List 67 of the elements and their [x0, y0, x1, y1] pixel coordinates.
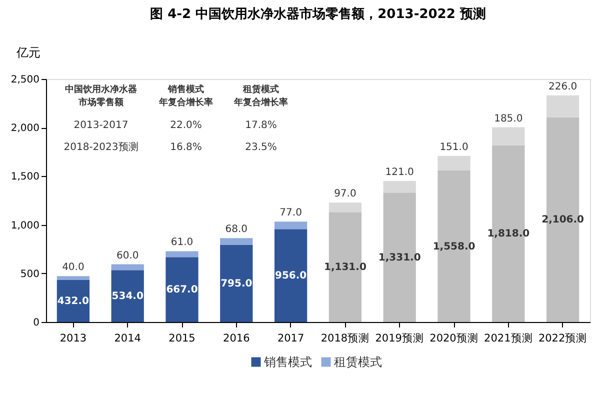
bar: [220, 238, 253, 245]
data-label: 432.0: [57, 296, 90, 308]
y-tick-label: 2,500: [10, 74, 40, 86]
annotation: 23.5%: [245, 142, 277, 153]
annotation: 租赁模式: [242, 84, 279, 95]
data-label: 2,106.0: [542, 214, 584, 226]
legend-label: 销售模式: [263, 355, 312, 369]
annotation: 16.8%: [170, 142, 202, 153]
x-tick-label: 2014: [114, 332, 142, 344]
data-label: 121.0: [385, 166, 414, 178]
data-label: 60.0: [116, 250, 139, 262]
data-label: 151.0: [440, 142, 468, 153]
bar: [274, 229, 308, 322]
data-label: 795.0: [220, 278, 252, 290]
bar: [546, 95, 580, 118]
data-label: 534.0: [112, 291, 144, 302]
data-label: 68.0: [225, 224, 248, 236]
y-tick-label: 1,000: [10, 220, 40, 232]
data-label: 61.0: [170, 237, 194, 248]
bar: [56, 276, 90, 280]
annotation: 年复合增长率: [233, 97, 288, 108]
annotation: 2018-2023预测: [64, 141, 138, 153]
data-label: 40.0: [62, 262, 84, 274]
y-tick-label: 1,500: [10, 172, 40, 183]
bar: [111, 264, 144, 270]
data-label: 1,558.0: [432, 241, 476, 252]
bar: [166, 257, 198, 322]
bar: [492, 127, 525, 146]
data-label: 956.0: [274, 270, 307, 282]
x-tick-label: 2017: [277, 332, 304, 344]
chart-title: 图 4-2 中国饮用水净水器市场零售额，2013-2022 预测: [150, 6, 486, 22]
y-tick-label: 500: [20, 268, 40, 280]
bar: [438, 156, 470, 171]
y-tick-label: 0: [33, 318, 40, 328]
x-tick-label: 2015: [168, 332, 196, 344]
annotation: 17.8%: [245, 120, 277, 131]
annotation: 2013-2017: [74, 120, 128, 131]
data-label: 185.0: [494, 113, 523, 124]
annotation: 市场零售额: [78, 97, 124, 108]
data-label: 1,818.0: [487, 228, 530, 240]
annotation: 年复合增长率: [158, 97, 213, 108]
data-label: 97.0: [334, 188, 356, 200]
bar: [111, 270, 144, 322]
bar: [328, 202, 362, 212]
x-tick-label: 2021预测: [484, 332, 533, 344]
bar: [383, 180, 416, 193]
annotation: 销售模式: [167, 84, 204, 95]
bar: [220, 244, 253, 322]
x-tick-label: 2019预测: [375, 332, 424, 344]
data-label: 1,331.0: [378, 252, 421, 264]
annotation: 中国饮用水净水器: [65, 84, 137, 95]
legend-label: 租赁模式: [334, 355, 382, 369]
data-label: 226.0: [548, 81, 578, 92]
annotation: 22.0%: [170, 120, 202, 131]
x-tick-label: 2016: [223, 332, 250, 344]
bar: [56, 280, 90, 322]
bar: [166, 251, 198, 258]
y-axis-title: 亿元: [16, 46, 40, 60]
x-tick-label: 2013: [60, 332, 87, 344]
x-tick-label: 2022预测: [538, 332, 588, 344]
data-label: 77.0: [280, 208, 302, 219]
y-tick-label: 2,000: [10, 123, 40, 134]
x-tick-label: 2018预测: [320, 332, 370, 344]
x-tick-label: 2020预测: [430, 332, 478, 344]
data-label: 667.0: [166, 284, 198, 296]
bar: [274, 222, 308, 230]
data-label: 1,131.0: [324, 262, 366, 274]
